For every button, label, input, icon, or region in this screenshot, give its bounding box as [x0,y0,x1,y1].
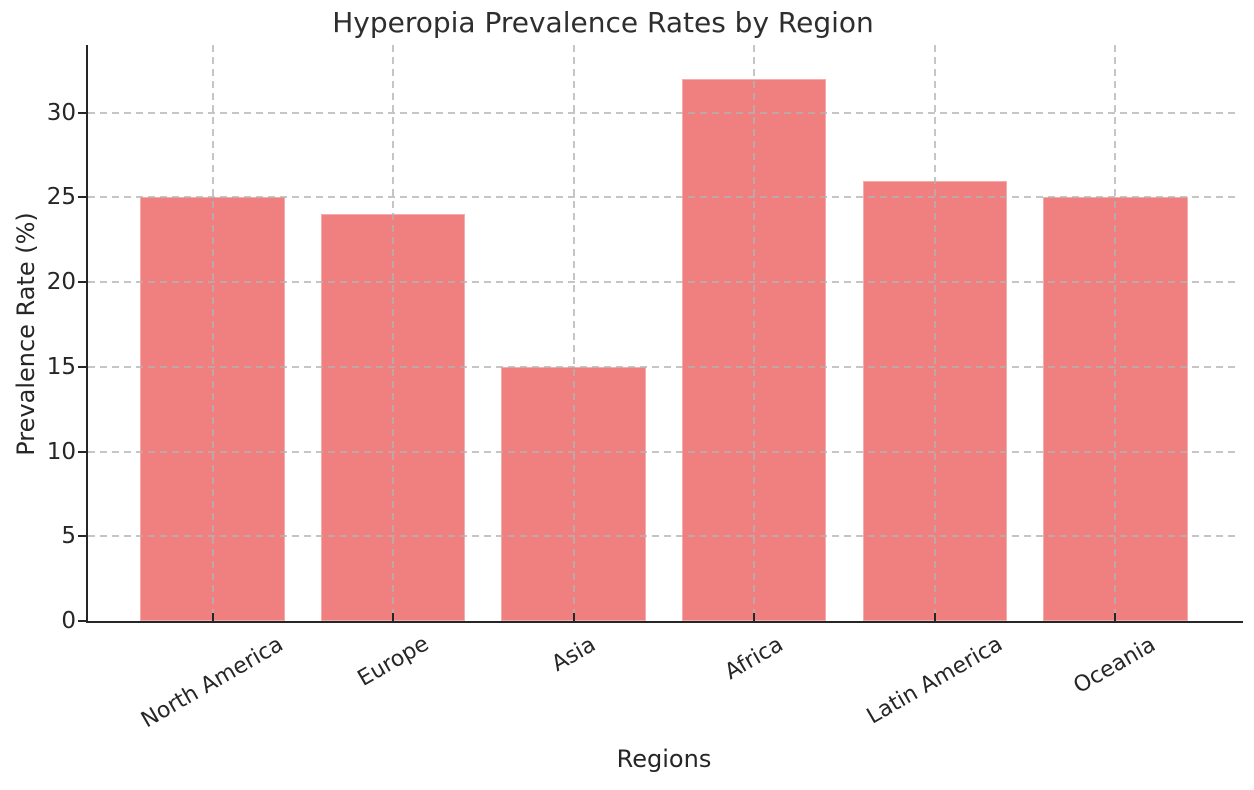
x-tick-mark [933,613,936,621]
x-tick-mark [1114,613,1117,621]
x-tick-label-europe: Europe [353,631,433,693]
horizontal-gridline [88,535,1240,538]
vertical-gridline [211,45,214,621]
y-tick-label: 5 [61,523,76,550]
y-tick-label: 10 [46,438,76,465]
y-tick-label: 30 [46,99,76,126]
horizontal-gridline [88,196,1240,199]
x-axis-label: Regions [616,745,712,773]
vertical-gridline [753,45,756,621]
y-tick-mark [78,111,86,114]
horizontal-gridline [88,111,1240,114]
x-tick-label-asia: Asia [547,631,600,677]
y-tick-label: 15 [46,353,76,380]
x-tick-mark [392,613,395,621]
y-tick-label: 20 [46,269,76,296]
y-tick-mark [78,365,86,368]
x-tick-mark [211,613,214,621]
y-axis-spine [86,45,88,623]
x-axis-spine [86,621,1243,623]
vertical-gridline [392,45,395,621]
x-tick-label-oceania: Oceania [1069,631,1161,699]
x-tick-mark [572,613,575,621]
horizontal-gridline [88,281,1240,284]
vertical-gridline [1114,45,1117,621]
vertical-gridline [572,45,575,621]
y-axis-label: Prevalence Rate (%) [12,212,40,456]
x-tick-label-north-america: North America [137,631,288,734]
x-tick-label-latin-america: Latin America [862,631,1007,730]
y-tick-label: 25 [46,184,76,211]
y-tick-mark [78,535,86,538]
x-tick-mark [753,613,756,621]
x-tick-label-africa: Africa [720,631,788,685]
y-tick-label: 0 [61,608,76,634]
y-tick-mark [78,450,86,453]
y-tick-mark [78,196,86,199]
y-tick-mark [78,620,86,622]
vertical-gridline [933,45,936,621]
horizontal-gridline [88,365,1240,368]
horizontal-gridline [88,450,1240,453]
chart-title: Hyperopia Prevalence Rates by Region [332,6,874,39]
y-tick-mark [78,281,86,284]
